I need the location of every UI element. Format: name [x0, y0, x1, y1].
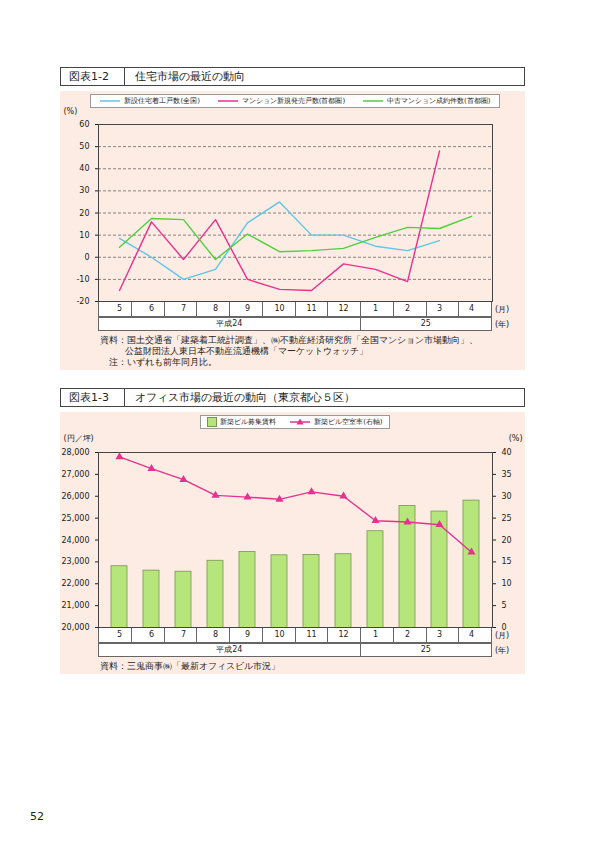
- svg-text:50: 50: [79, 142, 89, 151]
- svg-text:28,000: 28,000: [62, 448, 90, 457]
- svg-text:8: 8: [213, 630, 218, 639]
- svg-text:10: 10: [79, 231, 89, 240]
- html-text:オフィス市場の最近の動向（東京都心５区）: オフィス市場の最近の動向（東京都心５区）: [135, 391, 355, 404]
- html-text:資料：国土交通省「建築着工統計調査」、㈱不動産経済研究所「全: 資料：国土交通省「建築着工統計調査」、㈱不動産経済研究所「全国マンション市場動向…: [100, 335, 478, 345]
- svg-text:5: 5: [117, 630, 122, 639]
- svg-text:7: 7: [181, 630, 186, 639]
- html-text:図表1-2: 図表1-2: [69, 70, 109, 83]
- svg-text:1: 1: [373, 630, 378, 639]
- svg-text:2: 2: [405, 304, 410, 313]
- svg-text:(%): (%): [509, 434, 523, 443]
- svg-text:9: 9: [245, 630, 250, 639]
- html-text:新築ビル募集賃料: 新築ビル募集賃料: [220, 418, 277, 426]
- html-text:25: 25: [420, 645, 431, 654]
- svg-text:1: 1: [373, 304, 378, 313]
- svg-text:2: 2: [405, 630, 410, 639]
- html-text:平成24: 平成24: [216, 645, 243, 654]
- svg-text:0: 0: [502, 623, 507, 632]
- svg-text:(円／坪): (円／坪): [64, 434, 94, 443]
- html-text:図表1-3: 図表1-3: [69, 391, 109, 404]
- svg-text:11: 11: [306, 304, 316, 313]
- svg-text:4: 4: [469, 630, 474, 639]
- svg-text:4: 4: [469, 304, 474, 313]
- svg-text:9: 9: [245, 304, 250, 313]
- html-text:住宅市場の最近の動向: 住宅市場の最近の動向: [135, 70, 245, 83]
- svg-text:20,000: 20,000: [62, 623, 90, 632]
- svg-text:-10: -10: [76, 275, 89, 284]
- svg-text:20: 20: [79, 209, 89, 218]
- svg-text:30: 30: [79, 186, 89, 195]
- html-text:新設住宅着工戸数(全国): 新設住宅着工戸数(全国): [124, 97, 200, 105]
- html-text:(年): (年): [495, 646, 510, 655]
- svg-text:(%): (%): [64, 107, 78, 116]
- svg-text:27,000: 27,000: [62, 470, 90, 479]
- svg-text:8: 8: [213, 304, 218, 313]
- svg-text:26,000: 26,000: [62, 492, 90, 501]
- svg-text:30: 30: [502, 492, 512, 501]
- html-text:平成24: 平成24: [216, 319, 243, 328]
- svg-text:7: 7: [181, 304, 186, 313]
- html-text:52: 52: [30, 810, 44, 823]
- html-text:(月): (月): [495, 631, 510, 640]
- svg-text:10: 10: [274, 630, 284, 639]
- html-text:中古マンション成約件数(首都圏): 中古マンション成約件数(首都圏): [387, 97, 491, 105]
- svg-text:3: 3: [437, 630, 442, 639]
- html-text:資料：三鬼商事㈱「最新オフィスビル市況」: 資料：三鬼商事㈱「最新オフィスビル市況」: [100, 661, 280, 671]
- svg-text:60: 60: [79, 120, 89, 129]
- svg-text:20: 20: [502, 536, 512, 545]
- svg-text:12: 12: [338, 630, 348, 639]
- svg-text:22,000: 22,000: [62, 579, 90, 588]
- svg-text:-20: -20: [76, 297, 89, 306]
- html-text:(月): (月): [495, 305, 510, 314]
- svg-text:25: 25: [502, 514, 512, 523]
- svg-text:11: 11: [306, 630, 316, 639]
- svg-text:10: 10: [502, 579, 512, 588]
- svg-text:15: 15: [502, 557, 512, 566]
- svg-text:5: 5: [117, 304, 122, 313]
- svg-text:12: 12: [338, 304, 348, 313]
- html-text:新築ビル空室率(右軸): 新築ビル空室率(右軸): [314, 418, 383, 426]
- svg-text:3: 3: [437, 304, 442, 313]
- svg-text:0: 0: [84, 253, 89, 262]
- html-text:(年): (年): [495, 320, 510, 329]
- html-text:注：いずれも前年同月比。: 注：いずれも前年同月比。: [108, 357, 217, 367]
- html-text:公益財団法人東日本不動産流通機構「マーケットウォッチ」: 公益財団法人東日本不動産流通機構「マーケットウォッチ」: [124, 346, 368, 356]
- svg-text:10: 10: [274, 304, 284, 313]
- svg-text:5: 5: [502, 601, 507, 610]
- svg-text:25,000: 25,000: [62, 514, 90, 523]
- svg-text:40: 40: [502, 448, 512, 457]
- svg-text:23,000: 23,000: [62, 557, 90, 566]
- svg-text:24,000: 24,000: [62, 536, 90, 545]
- svg-text:21,000: 21,000: [62, 601, 90, 610]
- html-text:マンション新規発売戸数(首都圏): マンション新規発売戸数(首都圏): [241, 97, 346, 105]
- svg-text:6: 6: [149, 630, 154, 639]
- svg-text:40: 40: [79, 164, 89, 173]
- svg-text:35: 35: [502, 470, 512, 479]
- html-text:25: 25: [420, 319, 431, 328]
- svg-text:6: 6: [149, 304, 154, 313]
